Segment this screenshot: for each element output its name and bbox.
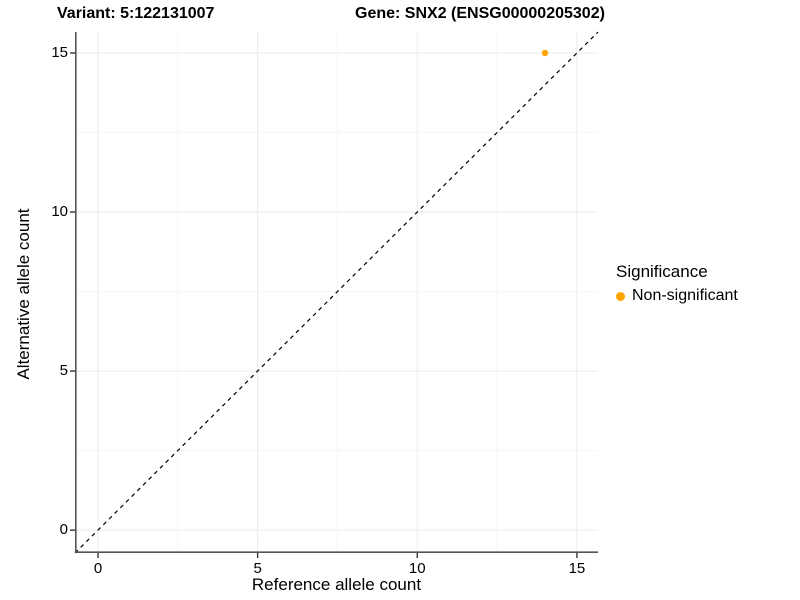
x-tick-label: 5 <box>253 560 262 577</box>
legend-item-label: Non-significant <box>632 287 738 304</box>
x-tick-label: 10 <box>408 560 426 577</box>
plot-panel: 0 5 10 15 0 5 10 15 <box>51 31 599 577</box>
legend-point-icon <box>616 291 625 301</box>
variant-title: Variant: 5:122131007 <box>57 5 215 22</box>
data-point <box>541 49 549 57</box>
x-tick-label: 0 <box>93 560 103 577</box>
legend-title: Significance <box>616 262 708 281</box>
y-tick-label: 0 <box>59 521 68 539</box>
x-tick-label: 15 <box>568 560 586 577</box>
legend-item-non-significant: Non-significant <box>616 287 738 305</box>
y-tick-label: 10 <box>51 203 68 221</box>
scatter-plot-canvas <box>70 31 599 558</box>
x-axis-title: Reference allele count <box>251 575 422 594</box>
y-tick-label: 5 <box>59 362 68 380</box>
y-tick-label: 15 <box>51 43 68 61</box>
y-axis-title: Alternative allele count <box>14 208 33 380</box>
legend: Significance Non-significant <box>616 262 738 305</box>
gene-title: Gene: SNX2 (ENSG00000205302) <box>355 5 605 22</box>
